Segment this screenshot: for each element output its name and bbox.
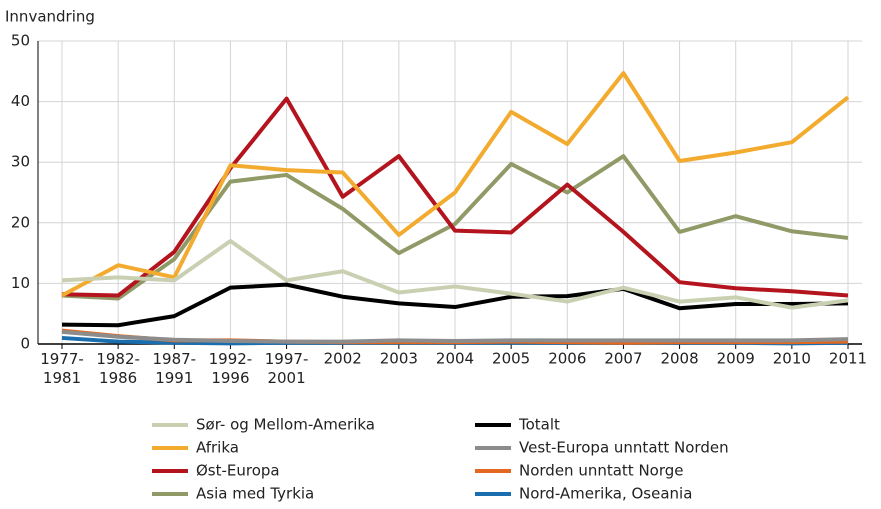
- x-tick-label: 1997-2001: [265, 350, 309, 387]
- series-line: [61, 96, 849, 298]
- x-tick-label: 2011: [829, 350, 867, 368]
- legend-label: Vest-Europa unntatt Norden: [519, 439, 729, 457]
- series-line: [61, 238, 849, 310]
- y-tick-label: 50: [11, 32, 30, 50]
- legend-label: Nord-Amerika, Oseania: [519, 485, 692, 503]
- y-axis-label: Innvandring: [5, 8, 95, 26]
- x-tick-label: 1982-1986: [96, 350, 140, 387]
- x-tick-label: 2005: [492, 350, 530, 368]
- x-tick-label: 1992-1996: [209, 350, 253, 387]
- y-tick-label: 30: [11, 153, 30, 171]
- legend-label: Sør- og Mellom-Amerika: [196, 416, 375, 434]
- x-tick-label: 2007: [604, 350, 642, 368]
- series-line: [61, 154, 849, 301]
- series-line: [61, 282, 849, 328]
- y-tick-label: 40: [11, 92, 30, 110]
- x-tick-label: 2004: [436, 350, 474, 368]
- x-tick-label: 2009: [717, 350, 755, 368]
- x-tick-label: 2010: [773, 350, 811, 368]
- legend-label: Asia med Tyrkia: [196, 485, 314, 503]
- x-tick-label: 2002: [324, 350, 362, 368]
- legend-label: Totalt: [518, 416, 560, 434]
- series-line: [61, 71, 850, 298]
- x-tick-label: 1987-1991: [152, 350, 196, 387]
- x-tick-label: 2008: [660, 350, 698, 368]
- legend-label: Afrika: [196, 439, 239, 457]
- series-line: [61, 329, 849, 344]
- legend-label: Øst-Europa: [196, 462, 280, 480]
- y-tick-label: 0: [20, 335, 30, 353]
- x-tick-label: 1977-1981: [40, 350, 84, 387]
- y-tick-label: 20: [11, 213, 30, 231]
- x-tick-label: 2006: [548, 350, 586, 368]
- x-tick-label: 2003: [380, 350, 418, 368]
- y-tick-label: 10: [11, 274, 30, 292]
- legend-label: Norden unntatt Norge: [519, 462, 684, 480]
